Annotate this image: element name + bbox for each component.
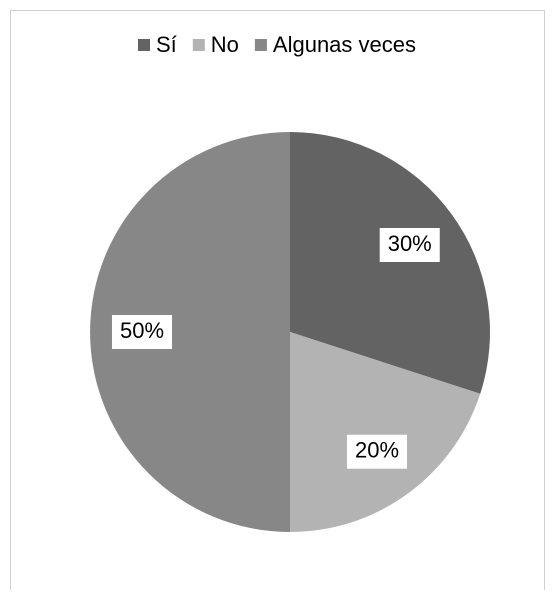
legend-swatch — [192, 39, 205, 51]
data-label-box — [379, 228, 440, 263]
legend-label: Algunas veces — [273, 32, 416, 57]
data-label-box — [346, 434, 408, 469]
legend-label: No — [211, 32, 239, 57]
legend-swatch — [137, 39, 150, 51]
pie-slice — [290, 132, 490, 394]
data-label-box — [111, 315, 173, 349]
pie-slice — [290, 332, 481, 532]
data-label: 20% — [355, 438, 399, 463]
legend-label: Sí — [156, 32, 177, 57]
data-label: 30% — [388, 231, 432, 256]
data-label: 50% — [120, 318, 164, 343]
pie-slice — [90, 132, 290, 532]
legend-swatch — [254, 39, 267, 51]
